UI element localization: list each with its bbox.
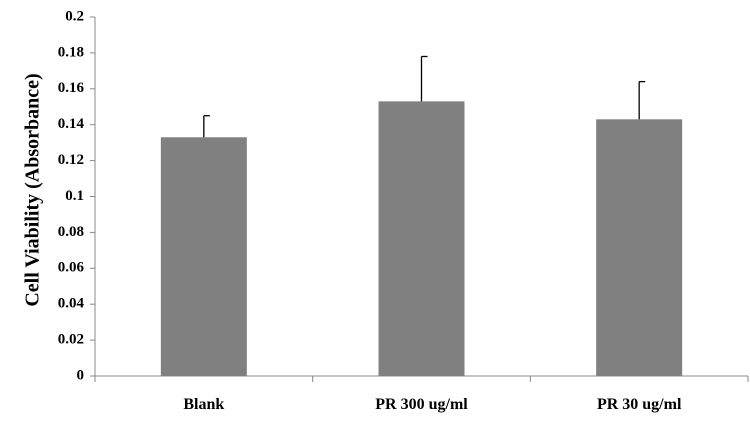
y-tick-label: 0.08	[58, 224, 84, 240]
y-tick-label: 0.04	[58, 296, 85, 312]
y-tick-label: 0.02	[58, 332, 84, 348]
y-tick-label: 0.14	[58, 116, 85, 132]
bar-pr-300-ug-ml	[378, 101, 465, 377]
bar-blank	[160, 137, 247, 376]
y-tick-label: 0.2	[65, 8, 84, 24]
y-tick-label: 0	[77, 367, 85, 383]
y-tick-label: 0.06	[58, 260, 85, 276]
x-tick-label: Blank	[183, 396, 224, 413]
y-tick-label: 0.1	[65, 188, 84, 204]
bar-pr-30-ug-ml	[596, 119, 683, 376]
x-ticks: Blank PR 300 ug/ml PR 30 ug/ml	[94, 376, 749, 413]
x-tick-label: PR 300 ug/ml	[375, 396, 468, 413]
error-bars	[203, 55, 646, 138]
y-axis-title: Cell Viability (Absorbance)	[22, 73, 44, 306]
bars	[160, 101, 683, 377]
y-tick-label: 0.16	[58, 80, 85, 96]
y-ticks: 0 0.02 0.04 0.06 0.08 0.1 0.12 0.14 0.16 0.18 0.2	[58, 8, 95, 383]
y-tick-label: 0.12	[58, 152, 84, 168]
y-tick-label: 0.18	[58, 44, 84, 60]
x-tick-label: PR 30 ug/ml	[597, 396, 682, 413]
